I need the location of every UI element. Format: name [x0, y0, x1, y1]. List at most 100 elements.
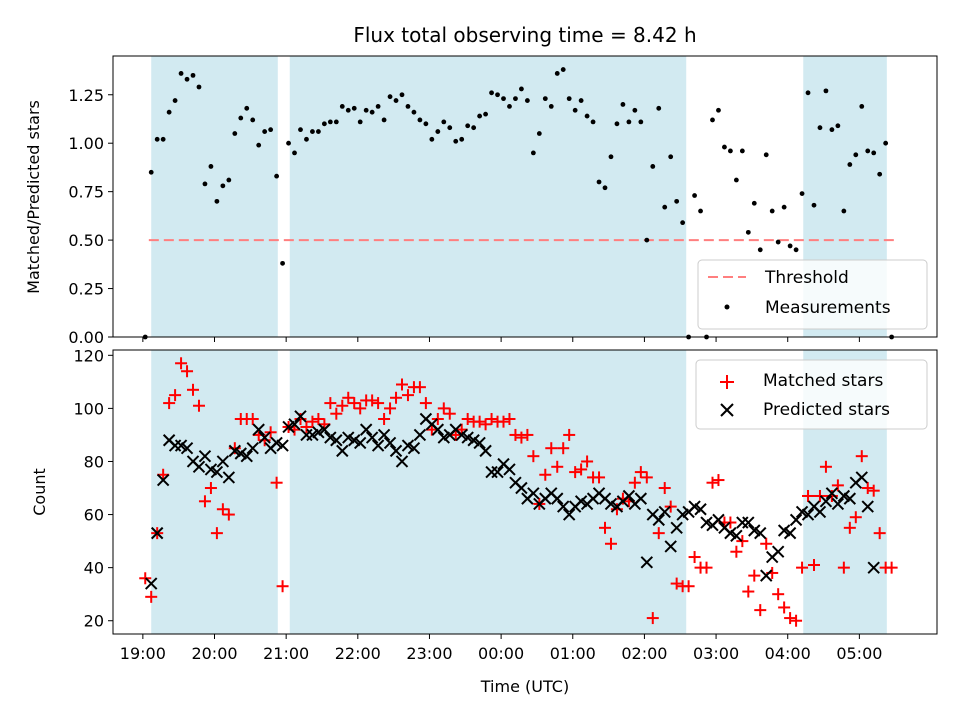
matched-star-point: [604, 537, 617, 550]
measurement-point: [310, 129, 315, 134]
matched-star-point: [270, 476, 283, 489]
legend-matched-label: Matched stars: [763, 371, 883, 391]
predicted-star-point: [742, 516, 755, 529]
matched-star-point: [413, 381, 426, 394]
predicted-star-point: [754, 526, 767, 540]
predicted-star-point: [198, 449, 212, 463]
predicted-star-point: [527, 487, 540, 500]
measurement-point: [763, 152, 769, 158]
matched-star-point: [742, 585, 755, 598]
measurement-point: [477, 113, 483, 119]
measurement-point: [154, 136, 160, 142]
predicted-star-point: [789, 513, 803, 527]
matched-star-point: [192, 399, 205, 412]
matched-star-point: [169, 389, 182, 402]
measurement-point: [387, 94, 393, 100]
measurement-point: [166, 109, 172, 115]
matched-star-point: [401, 389, 414, 402]
predicted-star-point: [658, 505, 671, 519]
predicted-star-point: [222, 471, 236, 484]
matched-star-point: [187, 383, 200, 396]
top-chart-shading: [151, 56, 887, 337]
measurement-point: [841, 208, 847, 214]
matched-star-point: [431, 413, 444, 426]
predicted-star-point: [413, 428, 427, 442]
predicted-star-point: [491, 465, 504, 479]
matched-star-point: [575, 463, 588, 476]
measurement-point: [853, 152, 859, 158]
legend-predicted-swatch: [720, 403, 734, 417]
measurement-point: [751, 200, 757, 206]
bottom-legend: Matched stars Predicted stars: [695, 359, 928, 430]
bottom-y-tick-label: 80: [84, 452, 104, 471]
matched-star-point: [354, 402, 367, 415]
matched-star-point: [419, 397, 432, 410]
measurement-point: [471, 125, 477, 131]
measurement-point: [238, 115, 244, 121]
top-legend: Threshold Measurements: [697, 259, 928, 330]
matched-star-point: [599, 521, 612, 534]
measurement-point: [608, 154, 614, 160]
matched-star-point: [503, 413, 516, 426]
top-y-tick-label: 0.00: [68, 328, 104, 347]
measurement-point: [268, 127, 274, 133]
measurement-point: [148, 169, 154, 175]
bottom-chart-frame: [112, 349, 938, 635]
measurement-point: [745, 229, 751, 235]
top-y-tick-label: 0.75: [68, 183, 104, 202]
measurement-point: [453, 138, 459, 144]
measurement-point: [298, 127, 303, 133]
bottom-chart-xlabel: Time (UTC): [480, 677, 569, 696]
matched-star-point: [222, 508, 235, 521]
matched-star-point: [485, 413, 498, 426]
matched-star-point: [378, 413, 391, 426]
measurement-point: [292, 150, 297, 156]
measurement-point: [775, 239, 781, 245]
matched-star-point: [682, 580, 695, 593]
measurement-point: [728, 148, 733, 154]
bottom-x-tick-label: 00:00: [478, 644, 524, 663]
measurement-point: [817, 125, 823, 131]
measurement-point: [668, 154, 674, 160]
predicted-star-point: [861, 500, 874, 513]
bottom-legend-box: [695, 359, 928, 430]
matched-star-point: [784, 612, 797, 625]
measurement-point: [584, 113, 590, 119]
predicted-star-point: [180, 441, 194, 455]
measurement-point: [698, 208, 703, 214]
predicted-star-point: [712, 513, 725, 527]
predicted-star-point: [640, 556, 654, 569]
matched-star-point: [730, 545, 743, 558]
matched-star-point: [473, 415, 486, 428]
matched-star-point: [348, 397, 361, 410]
measurement-point: [883, 140, 889, 146]
matched-star-point: [664, 500, 677, 513]
matched-star-point: [802, 489, 815, 502]
measurement-point: [393, 98, 399, 103]
matched-star-point: [760, 537, 773, 550]
measurement-point: [811, 202, 817, 208]
measurement-point: [835, 123, 841, 129]
predicted-star-point: [258, 431, 271, 444]
matched-star-point: [772, 588, 785, 601]
predicted-star-point: [216, 455, 230, 468]
matched-star-point: [569, 466, 582, 479]
measurement-point: [877, 171, 883, 177]
measurement-point: [650, 164, 656, 169]
measurement-point: [250, 117, 256, 123]
matched-star-point: [700, 561, 713, 574]
matched-star-point: [395, 378, 408, 391]
matched-star-point: [324, 397, 337, 410]
measurement-point: [369, 109, 375, 115]
measurement-point: [501, 96, 506, 102]
matched-star-point: [581, 455, 594, 468]
measurement-point: [286, 140, 291, 146]
predicted-star-point: [150, 526, 164, 540]
predicted-star-point: [783, 526, 797, 540]
predicted-star-point: [557, 500, 570, 513]
predicted-star-point: [551, 492, 564, 505]
matched-star-point: [139, 572, 152, 585]
measurement-point: [656, 105, 662, 111]
matched-star-point: [748, 569, 761, 582]
